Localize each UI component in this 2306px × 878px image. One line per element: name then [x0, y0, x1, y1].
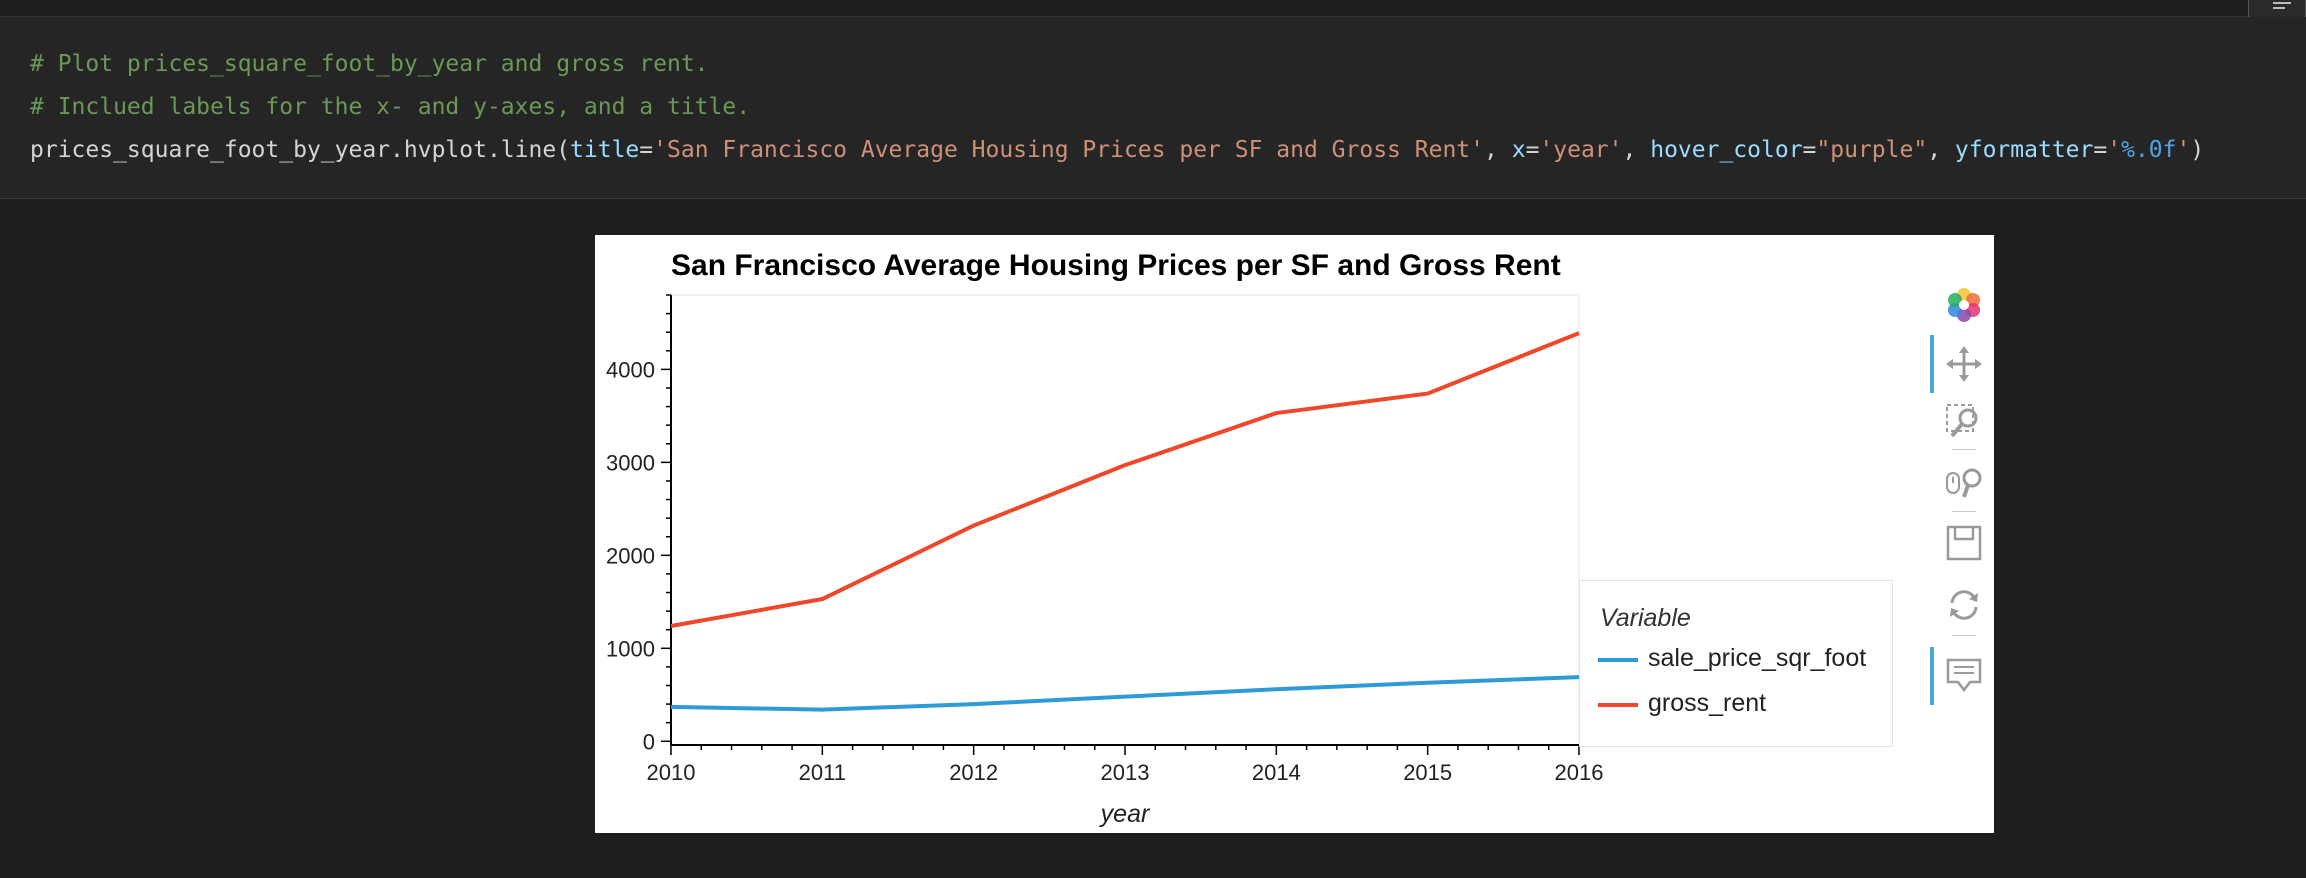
series-line-gross-rent — [670, 331, 1580, 628]
pan-active-indicator — [1930, 335, 1934, 393]
bokeh-logo-icon[interactable] — [1944, 285, 1984, 325]
code-editor[interactable]: # Plot prices_square_foot_by_year and gr… — [30, 43, 2204, 172]
hover-icon[interactable] — [1944, 655, 1984, 695]
y-tick-label: 0 — [643, 729, 655, 754]
code-line-1: # Plot prices_square_foot_by_year and gr… — [30, 51, 709, 77]
legend-swatch-sale-price — [1598, 658, 1638, 662]
x-tick-label: 2012 — [949, 760, 998, 785]
wheel-zoom-icon[interactable] — [1944, 463, 1984, 503]
x-tick-label: 2016 — [1555, 760, 1604, 785]
box-zoom-icon[interactable] — [1944, 402, 1984, 442]
toolbar-separator — [1952, 511, 1976, 512]
axes: 0 1000 2000 3000 4000 2010 2011 2012 2013 2014 201… — [606, 294, 1604, 785]
x-tick-label: 2014 — [1252, 760, 1301, 785]
legend-label-sale-price: sale_price_sqr_foot — [1648, 644, 1867, 672]
y-tick-label: 4000 — [606, 357, 655, 382]
line-chart[interactable]: 0 1000 2000 3000 4000 2010 2011 2012 2013 2014 201… — [595, 235, 1994, 833]
reset-icon[interactable] — [1944, 585, 1984, 625]
bokeh-toolbar — [1930, 285, 1990, 755]
x-tick-label: 2011 — [799, 760, 846, 785]
y-tick-label: 3000 — [606, 450, 655, 475]
chart-legend[interactable]: Variable sale_price_sqr_foot gross_rent — [1579, 580, 1893, 747]
toolbar-separator — [1952, 449, 1976, 450]
y-tick-label: 2000 — [606, 543, 655, 568]
code-line-3: prices_square_foot_by_year.hvplot.line(t… — [30, 137, 2205, 163]
toolbar-separator — [1952, 635, 1976, 636]
hover-active-indicator — [1930, 647, 1934, 705]
code-line-2: # Inclued labels for the x- and y-axes, … — [30, 94, 751, 120]
x-tick-label: 2015 — [1403, 760, 1452, 785]
x-axis-label: year — [1099, 800, 1151, 828]
x-tick-label: 2013 — [1101, 760, 1150, 785]
legend-label-gross-rent: gross_rent — [1648, 689, 1767, 717]
list-icon — [2273, 2, 2291, 9]
series-lines — [670, 331, 1580, 712]
chart-title: San Francisco Average Housing Prices per… — [671, 249, 1561, 282]
save-icon[interactable] — [1944, 523, 1984, 563]
pan-icon[interactable] — [1944, 344, 1984, 384]
legend-title: Variable — [1600, 604, 1691, 632]
series-line-sale-price-sqr-foot — [670, 675, 1580, 712]
legend-swatch-gross-rent — [1598, 703, 1638, 707]
code-cell[interactable]: # Plot prices_square_foot_by_year and gr… — [0, 17, 2306, 199]
notebook-top-strip — [0, 0, 2306, 22]
x-tick-label: 2010 — [647, 760, 696, 785]
plot-output: San Francisco Average Housing Prices per… — [595, 235, 1994, 833]
y-tick-label: 1000 — [606, 636, 655, 661]
plot-area-frame — [670, 294, 1580, 746]
